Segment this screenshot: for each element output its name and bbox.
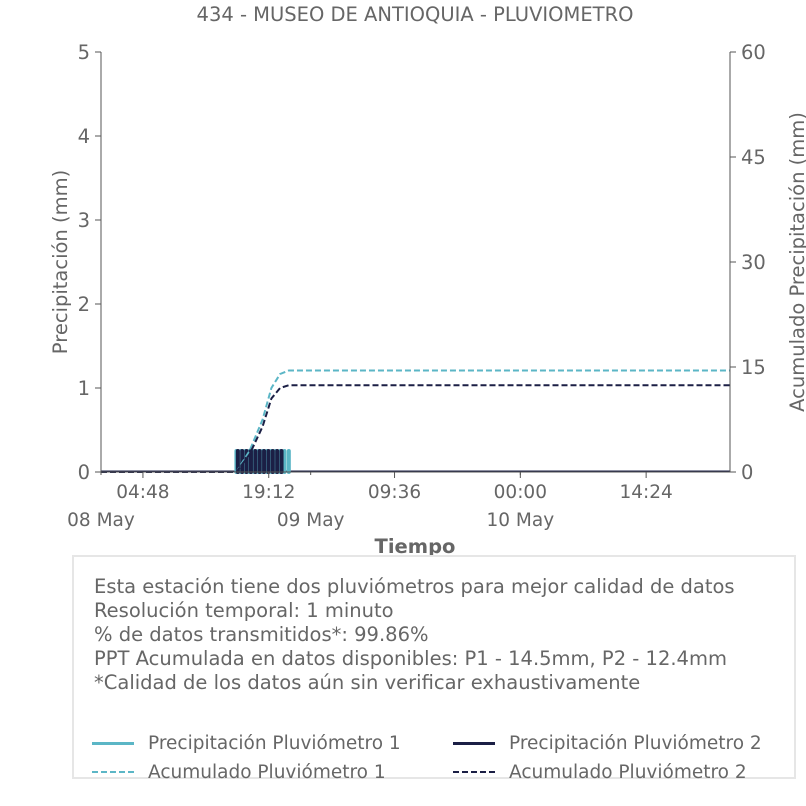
y-tick-label-right: 0 [741,461,753,484]
legend-label: Acumulado Pluviómetro 2 [509,761,747,783]
info-text: Esta estación tiene dos pluviómetros par… [94,575,735,695]
legend-swatch [92,771,134,773]
legend-item-precip-2: Precipitación Pluviómetro 2 [453,731,762,755]
info-line: PPT Acumulada en datos disponibles: P1 -… [94,647,727,670]
x-tick-label: 14:24 [619,482,672,503]
x-tick-label: 04:48 [116,482,169,503]
info-line: Esta estación tiene dos pluviómetros par… [94,575,735,598]
y-tick-label-left: 2 [78,293,90,316]
x-tick-label: 00:00 [494,482,547,503]
y-tick-label-right: 15 [741,356,766,379]
x-axis-label: Tiempo [375,535,456,555]
x-date-label: 09 May [277,510,345,531]
plot-area [101,369,730,474]
x-tick-label: 09:36 [368,482,421,503]
accumulated-line [101,384,730,473]
y-tick-label-left: 4 [78,125,90,148]
legend-swatch [453,771,495,773]
legend-item-precip-1: Precipitación Pluviómetro 1 [92,731,401,755]
x-date-label: 10 May [486,510,554,531]
legend-label: Precipitación Pluviómetro 2 [509,732,762,754]
y-tick-label-right: 60 [741,41,766,64]
info-line: Resolución temporal: 1 minuto [94,599,394,622]
info-line: % de datos transmitidos*: 99.86% [94,623,429,646]
legend-swatch [453,741,495,745]
y-axis-label-right: Acumulado Precipitación (mm) [786,112,806,412]
x-date-label: 08 May [67,510,135,531]
y-axis-label-left: Precipitación (mm) [49,170,72,354]
legend-label: Acumulado Pluviómetro 1 [148,761,386,783]
y-tick-label-right: 45 [741,146,766,169]
legend-swatch [92,741,134,745]
y-tick-label-left: 5 [78,41,90,64]
y-tick-label-left: 3 [78,209,90,232]
chart: 434 - MUSEO DE ANTIOQUIA - PLUVIOMETRO 0… [49,3,806,555]
y-tick-label-left: 1 [78,377,90,400]
legend-label: Precipitación Pluviómetro 1 [148,732,401,754]
x-tick-label: 19:12 [242,482,295,503]
y-tick-label-right: 30 [741,251,766,274]
legend-item-acum-2: Acumulado Pluviómetro 2 [453,760,747,784]
info-box: Esta estación tiene dos pluviómetros par… [72,555,796,783]
chart-title: 434 - MUSEO DE ANTIOQUIA - PLUVIOMETRO [197,3,634,26]
y-tick-label-left: 0 [78,461,90,484]
info-line: *Calidad de los datos aún sin verificar … [94,671,641,694]
legend-item-acum-1: Acumulado Pluviómetro 1 [92,760,386,784]
